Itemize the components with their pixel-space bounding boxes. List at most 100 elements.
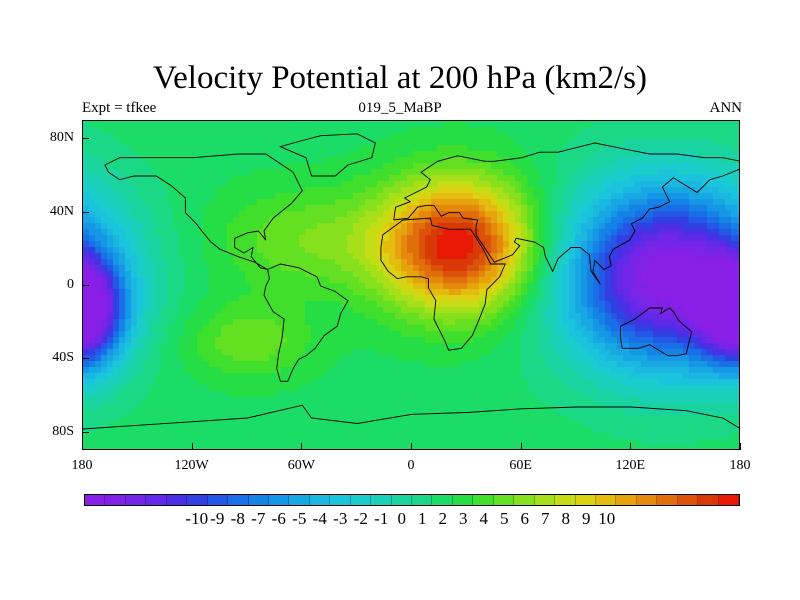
field-cell	[341, 289, 348, 296]
field-cell	[701, 313, 708, 320]
field-cell	[437, 355, 444, 362]
field-cell	[533, 373, 540, 380]
field-cell	[329, 247, 336, 254]
field-cell	[251, 175, 258, 182]
field-cell	[269, 385, 276, 392]
field-cell	[629, 139, 636, 146]
field-cell	[707, 199, 714, 206]
field-cell	[353, 301, 360, 308]
field-cell	[95, 325, 102, 332]
field-cell	[563, 241, 570, 248]
field-cell	[683, 133, 690, 140]
field-cell	[569, 337, 576, 344]
field-cell	[425, 331, 432, 338]
field-cell	[341, 247, 348, 254]
field-cell	[173, 385, 180, 392]
field-cell	[569, 319, 576, 326]
field-cell	[311, 367, 318, 374]
field-cell	[437, 187, 444, 194]
field-cell	[323, 127, 330, 134]
field-cell	[173, 265, 180, 272]
field-cell	[311, 145, 318, 152]
field-cell	[221, 145, 228, 152]
field-cell	[347, 163, 354, 170]
field-cell	[551, 277, 558, 284]
field-cell	[653, 145, 660, 152]
field-cell	[707, 271, 714, 278]
field-cell	[545, 121, 552, 128]
field-cell	[107, 199, 114, 206]
field-cell	[257, 127, 264, 134]
field-cell	[89, 163, 96, 170]
field-cell	[509, 325, 516, 332]
field-cell	[491, 127, 498, 134]
field-cell	[443, 247, 450, 254]
field-cell	[371, 253, 378, 260]
field-cell	[131, 181, 138, 188]
field-cell	[167, 271, 174, 278]
field-cell	[299, 319, 306, 326]
field-cell	[299, 157, 306, 164]
field-cell	[737, 307, 739, 314]
field-cell	[443, 157, 450, 164]
field-cell	[227, 301, 234, 308]
field-cell	[491, 253, 498, 260]
field-cell	[599, 349, 606, 356]
field-cell	[83, 169, 90, 176]
field-cell	[737, 247, 739, 254]
field-cell	[197, 157, 204, 164]
field-cell	[617, 157, 624, 164]
field-cell	[185, 151, 192, 158]
field-cell	[203, 241, 210, 248]
field-cell	[731, 265, 738, 272]
field-cell	[455, 301, 462, 308]
field-cell	[215, 223, 222, 230]
field-cell	[359, 313, 366, 320]
field-cell	[329, 307, 336, 314]
field-cell	[407, 121, 414, 128]
field-cell	[317, 325, 324, 332]
field-cell	[563, 259, 570, 266]
field-cell	[593, 151, 600, 158]
field-cell	[131, 355, 138, 362]
field-cell	[131, 169, 138, 176]
field-cell	[101, 385, 108, 392]
field-cell	[497, 121, 504, 128]
field-cell	[407, 163, 414, 170]
field-cell	[449, 367, 456, 374]
field-cell	[149, 379, 156, 386]
field-cell	[695, 385, 702, 392]
field-cell	[395, 157, 402, 164]
field-cell	[311, 247, 318, 254]
field-cell	[671, 283, 678, 290]
field-cell	[269, 175, 276, 182]
field-cell	[383, 121, 390, 128]
field-cell	[179, 157, 186, 164]
field-cell	[323, 349, 330, 356]
field-cell	[221, 229, 228, 236]
field-cell	[599, 175, 606, 182]
field-cell	[137, 283, 144, 290]
field-cell	[191, 373, 198, 380]
field-cell	[209, 187, 216, 194]
field-cell	[449, 373, 456, 380]
field-cell	[665, 223, 672, 230]
field-cell	[107, 163, 114, 170]
field-cell	[623, 361, 630, 368]
field-cell	[539, 229, 546, 236]
field-cell	[377, 205, 384, 212]
field-cell	[143, 157, 150, 164]
field-cell	[431, 265, 438, 272]
field-cell	[209, 229, 216, 236]
field-cell	[737, 289, 739, 296]
field-cell	[737, 211, 739, 218]
field-cell	[167, 259, 174, 266]
field-cell	[215, 169, 222, 176]
field-cell	[491, 271, 498, 278]
field-cell	[707, 217, 714, 224]
field-cell	[269, 241, 276, 248]
field-cell	[155, 331, 162, 338]
field-cell	[593, 277, 600, 284]
field-cell	[203, 121, 210, 128]
field-cell	[419, 289, 426, 296]
